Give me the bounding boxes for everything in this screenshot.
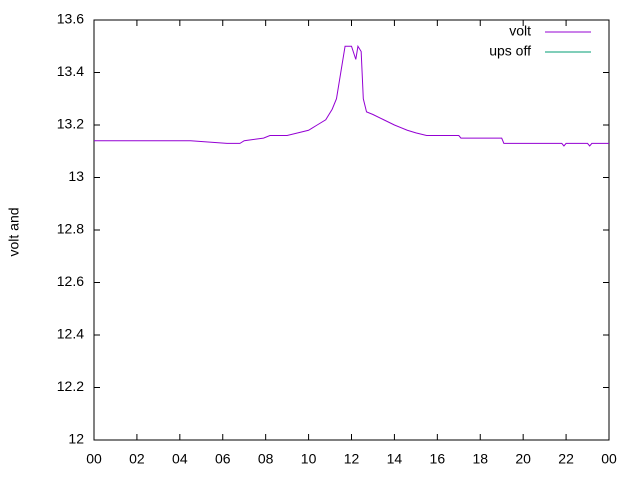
x-tick-label: 22 [558,451,574,467]
x-tick-label: 10 [301,451,317,467]
x-tick-label: 18 [472,451,488,467]
x-tick-label: 08 [258,451,274,467]
y-tick-label: 13 [68,168,84,184]
y-tick-label: 13.2 [57,116,84,132]
y-axis-label: volt and [6,207,22,256]
y-tick-label: 12.4 [57,326,84,342]
x-tick-label: 06 [215,451,231,467]
y-tick-label: 12 [68,431,84,447]
x-tick-label: 00 [601,451,617,467]
x-tick-label: 00 [86,451,102,467]
legend-label: volt [509,23,531,39]
x-tick-label: 14 [387,451,403,467]
y-tick-label: 13.6 [57,11,84,27]
line-series [94,44,609,147]
y-tick-label: 12.2 [57,378,84,394]
y-tick-label: 13.4 [57,63,84,79]
y-tick-label: 12.8 [57,221,84,237]
x-tick-label: 20 [515,451,531,467]
legend-label: ups off [489,43,531,59]
plot-frame [93,19,610,441]
x-tick-label: 16 [430,451,446,467]
x-tick-label: 04 [172,451,188,467]
x-tick-label: 02 [129,451,145,467]
x-tick-label: 12 [344,451,360,467]
y-tick-label: 12.6 [57,273,84,289]
